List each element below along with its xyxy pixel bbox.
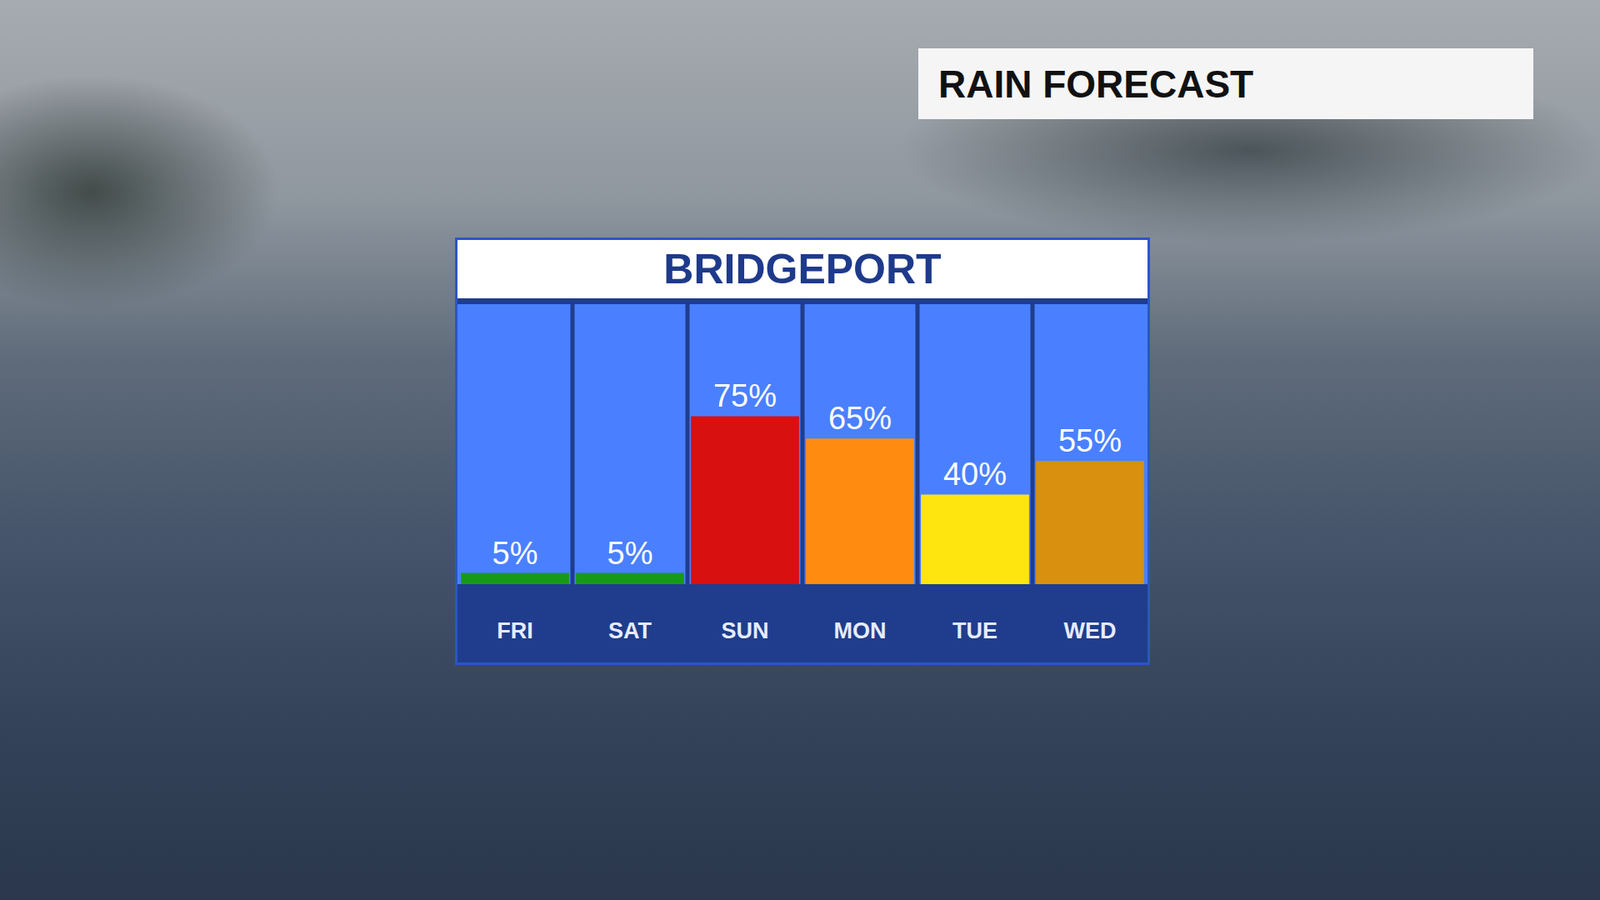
svg-text:55%: 55% (1058, 423, 1122, 459)
html-text:RAIN FORECAST: RAIN FORECAST (938, 62, 1254, 106)
svg-text:MON: MON (834, 618, 887, 644)
svg-text:SAT: SAT (608, 618, 653, 644)
html-text:BRIDGEPORT: BRIDGEPORT (663, 245, 942, 293)
svg-text:SUN: SUN (720, 618, 769, 644)
svg-text:40%: 40% (943, 456, 1007, 492)
svg-text:FRI: FRI (496, 618, 534, 644)
svg-text:5%: 5% (492, 535, 539, 571)
svg-text:65%: 65% (828, 400, 892, 436)
svg-text:WED: WED (1064, 618, 1117, 644)
svg-text:75%: 75% (713, 378, 777, 414)
svg-text:5%: 5% (607, 535, 654, 571)
svg-text:TUE: TUE (952, 618, 998, 644)
